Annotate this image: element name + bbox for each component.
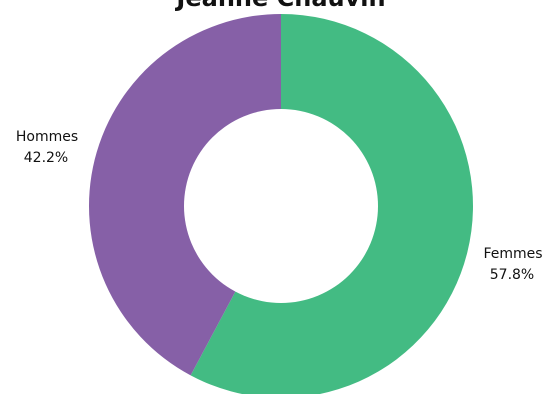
chart-title: Jeanne Chauvin — [174, 0, 385, 12]
slice-value-hommes: 42.2% — [24, 150, 68, 166]
slice-value-femmes: 57.8% — [490, 267, 534, 283]
slice-label-femmes: Femmes — [483, 246, 542, 262]
donut-hole — [184, 109, 378, 303]
slice-label-hommes: Hommes — [16, 129, 78, 145]
